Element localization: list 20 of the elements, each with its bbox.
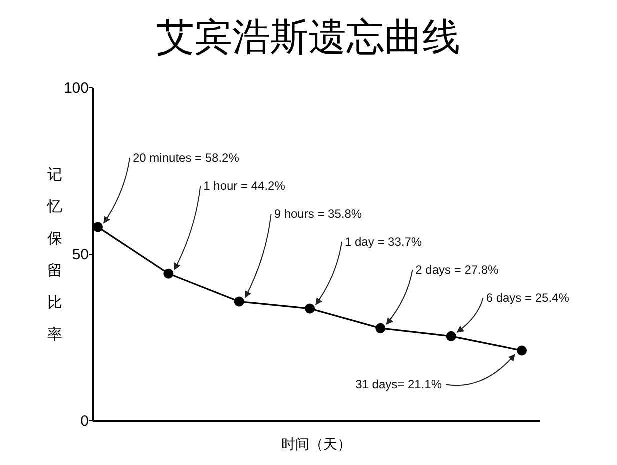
y-tick-label: 50 [72, 246, 89, 264]
y-tick-label: 0 [80, 413, 89, 430]
data-label: 2 days = 27.8% [416, 263, 500, 277]
point [446, 331, 456, 342]
data-label: 31 days= 21.1% [356, 378, 442, 392]
chart-title: 艾宾浩斯遗忘曲线 [156, 17, 460, 59]
y-axis-title: 记忆保留比率 [46, 166, 62, 344]
data-label: 9 hours = 35.8% [274, 207, 362, 221]
point [517, 346, 527, 356]
data-label: 6 days = 25.4% [486, 291, 570, 305]
y-tick-label: 100 [64, 80, 89, 97]
data-label: 20 minutes = 58.2% [133, 151, 240, 165]
point [93, 222, 103, 232]
point [164, 268, 174, 279]
data-label: 1 hour = 44.2% [204, 179, 286, 193]
data-label: 1 day = 33.7% [345, 235, 422, 249]
point [305, 304, 315, 314]
point [234, 296, 244, 307]
point [376, 323, 386, 334]
x-axis-title: 时间（天） [282, 436, 352, 452]
